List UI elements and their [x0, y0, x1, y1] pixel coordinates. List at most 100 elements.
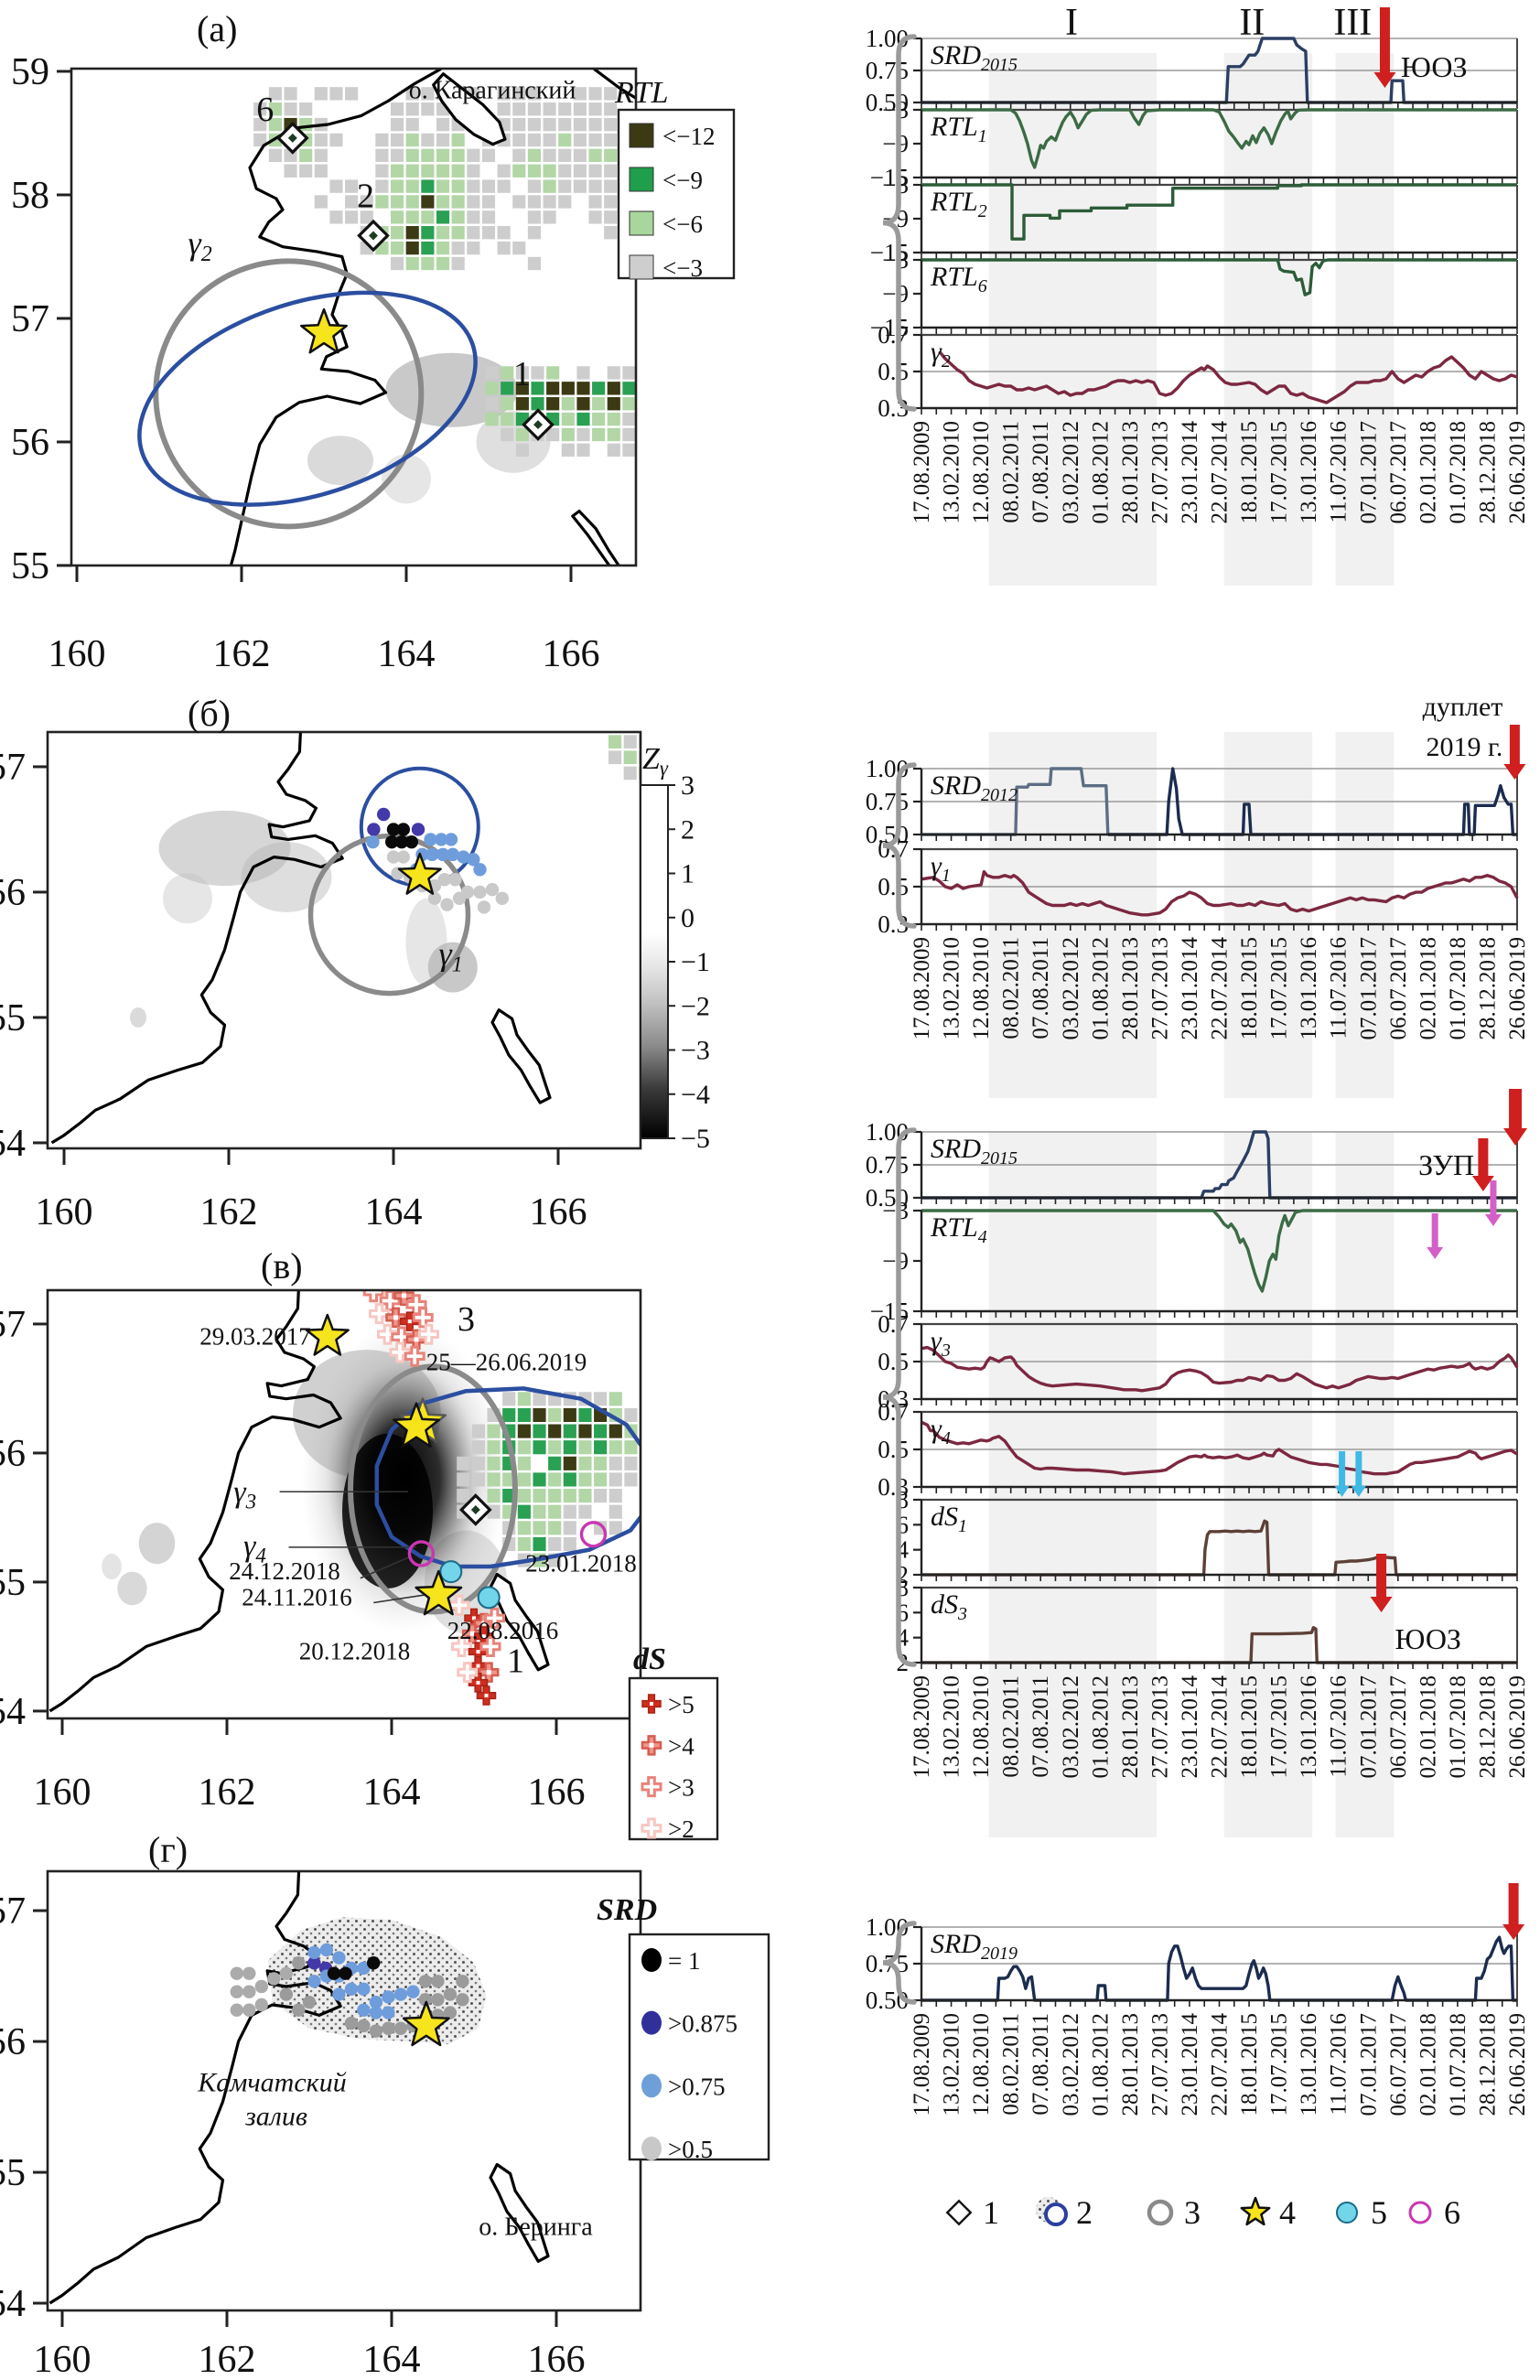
lon-tick-label: 166 [543, 633, 600, 675]
date-tick-label: 01.07.2018 [1446, 421, 1470, 524]
map-annotation: о. Карагинский [409, 77, 576, 105]
colorbar-tick-label: 3 [681, 770, 695, 801]
legend-item-label: >0.5 [668, 2136, 713, 2163]
legend-item-label: >2 [668, 1815, 695, 1843]
lat-tick-label: 56 [11, 422, 49, 464]
date-tick-label: 02.01.2018 [1416, 1675, 1440, 1779]
lat-tick-label: 56 [0, 872, 26, 914]
date-tick-label: 01.07.2018 [1446, 937, 1470, 1040]
y-tick-label: 0.7 [878, 1310, 909, 1338]
date-tick-label: 13.02.2010 [940, 421, 964, 524]
ds-cross-icon [377, 1323, 398, 1345]
lon-tick-label: 160 [34, 1772, 92, 1814]
ds-cross-icon [641, 1776, 662, 1798]
anomaly-contour [374, 1386, 641, 1569]
ds-cross-icon [484, 1607, 505, 1629]
date-tick-label: 03.02.2012 [1059, 421, 1083, 524]
date-tick-label: 17.07.2015 [1267, 1675, 1292, 1779]
date-tick-label: 12.08.2010 [969, 2013, 994, 2116]
y-tick-label: −15 [870, 1298, 909, 1325]
map-annotation: 29.03.2017 [199, 1323, 311, 1351]
lon-tick-label: 166 [528, 2339, 586, 2380]
cell-grid [457, 1392, 641, 1567]
legend-item-label: >3 [668, 1774, 695, 1802]
ds-cross-icon [369, 1303, 390, 1325]
colorbar-tick-label: −2 [681, 991, 710, 1021]
date-axis-g3: 17.08.2009 13.02.2010 12.08.2010 08.02.2011… [910, 1675, 1530, 1779]
chart-panel-title: γ1 [931, 851, 951, 886]
epicenter-star-icon [300, 307, 348, 354]
lon-tick-label: 162 [200, 1191, 258, 1233]
y-tick-label: −9 [882, 1247, 909, 1275]
seismicity-blob [405, 898, 447, 986]
map-a-content: о. Карагинский 6 2 1 γ2 [137, 69, 636, 565]
lat-tick-label: 56 [0, 1433, 26, 1475]
data-series-line [921, 108, 1517, 169]
lat-tick-label: 55 [0, 1562, 26, 1604]
legend-number: 4 [1279, 2194, 1296, 2231]
date-tick-label: 28.01.2013 [1118, 421, 1143, 524]
map-g-content: Камчатский залив о. Беринга [48, 1871, 593, 2305]
date-tick-label: 03.02.2012 [1059, 1675, 1083, 1779]
map-annotation: 24.12.2018 [229, 1557, 340, 1585]
diamond-marker-icon [357, 219, 390, 253]
y-tick-label: 0.5 [878, 358, 909, 385]
chart-panel-RTL6: −3 −9 −15 RTL6 [870, 246, 1518, 341]
colorbar-tick-label: −5 [681, 1124, 710, 1154]
red-arrow-icon [1502, 1883, 1525, 1940]
lon-tick-label: 162 [199, 2339, 256, 2380]
seismicity-blob [117, 1571, 147, 1606]
map-annotation: 23.01.2018 [525, 1550, 637, 1578]
lat-tick-label: 55 [0, 2152, 26, 2194]
magenta-circle-marker [579, 1521, 608, 1548]
lat-tick-label: 57 [0, 1304, 26, 1346]
group-brace-icon [882, 1921, 917, 2005]
date-tick-label: 11.07.2016 [1327, 937, 1352, 1039]
y-tick-label: −9 [882, 130, 909, 157]
lon-tick-label: 162 [213, 633, 271, 675]
group-brace-icon [882, 34, 917, 412]
map-annotation: 24.11.2016 [242, 1583, 352, 1610]
map-frame [46, 1288, 642, 1720]
date-tick-label: 08.02.2011 [999, 2013, 1024, 2116]
chart-group-g1: I II III1.000.750.50SRD2015−3−9−15RTL1−3−9… [866, 2, 1530, 586]
diamond-marker-icon [458, 1493, 492, 1526]
date-tick-label: 22.07.2014 [1208, 2013, 1233, 2116]
y-tick-label: 0.50 [866, 1184, 909, 1212]
ds-cross-icon [362, 1290, 384, 1303]
seismicity-blob [241, 842, 332, 912]
figure-symbol-legend: 1 2 3 4 5 6 [945, 2194, 1460, 2231]
y-tick-label: −9 [882, 280, 909, 307]
red-arrow-icon [1370, 1554, 1393, 1612]
ds-cross-icon [641, 1817, 662, 1839]
date-tick-label: 07.01.2017 [1356, 1675, 1381, 1779]
date-tick-label: 28.12.2018 [1475, 937, 1500, 1040]
ds-cross-icon [479, 1635, 501, 1657]
epicenter-star-icon [305, 1313, 350, 1356]
map-g-legend: SRD = 1 >0.875 >0.75 >0.5 [597, 1893, 770, 2163]
map-annotation: Камчатский [197, 2067, 346, 2097]
diamond-marker-icon [522, 408, 555, 441]
date-tick-label: 17.08.2009 [910, 2013, 934, 2116]
chart-panel-title: dS3 [931, 1589, 967, 1624]
lat-tick-label: 54 [0, 1691, 26, 1733]
y-tick-label: −3 [882, 1197, 909, 1224]
coastline [50, 732, 552, 1145]
date-tick-label: 08.02.2011 [999, 421, 1024, 523]
cyan-arrow-icon [1351, 1451, 1366, 1497]
zone-ellipse [137, 290, 478, 507]
map-annotation: γ1 [439, 935, 463, 976]
legend-diamond-icon [945, 2199, 973, 2226]
ds-cross-icon [404, 1345, 425, 1367]
lat-tick-label: 55 [0, 997, 26, 1039]
y-tick-label: 0.5 [878, 873, 909, 900]
y-tick-label: 0.5 [878, 1436, 909, 1463]
group-brace-icon [882, 762, 917, 929]
legend-title: SRD [597, 1893, 657, 1927]
seismicity-blob [130, 1007, 146, 1028]
epicenter-star-icon [415, 1569, 463, 1616]
